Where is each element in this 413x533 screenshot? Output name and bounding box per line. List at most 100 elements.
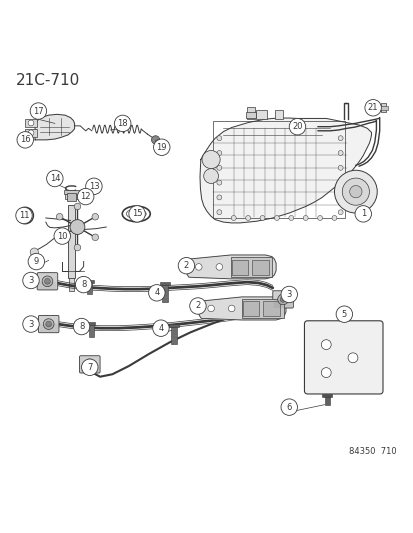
Circle shape xyxy=(30,103,47,119)
Circle shape xyxy=(203,168,218,183)
Circle shape xyxy=(23,272,39,289)
Text: 7: 7 xyxy=(87,363,92,372)
FancyBboxPatch shape xyxy=(162,285,168,302)
Text: 6: 6 xyxy=(286,402,291,411)
FancyBboxPatch shape xyxy=(321,393,332,397)
Circle shape xyxy=(28,253,45,270)
Circle shape xyxy=(85,178,102,195)
Circle shape xyxy=(92,234,98,240)
Circle shape xyxy=(17,132,33,148)
Circle shape xyxy=(337,136,342,141)
Circle shape xyxy=(320,368,330,377)
FancyBboxPatch shape xyxy=(25,129,37,136)
FancyBboxPatch shape xyxy=(230,257,271,277)
Circle shape xyxy=(331,215,336,221)
Text: 21C-710: 21C-710 xyxy=(16,73,80,88)
Polygon shape xyxy=(185,255,275,279)
Circle shape xyxy=(259,264,265,270)
Polygon shape xyxy=(199,118,370,223)
Circle shape xyxy=(364,100,380,116)
FancyBboxPatch shape xyxy=(274,110,282,119)
Circle shape xyxy=(337,180,342,185)
Circle shape xyxy=(216,210,221,215)
FancyBboxPatch shape xyxy=(245,112,256,118)
Circle shape xyxy=(277,294,288,305)
Circle shape xyxy=(231,215,236,221)
FancyBboxPatch shape xyxy=(272,291,293,308)
Text: 10: 10 xyxy=(57,231,67,240)
Text: 3: 3 xyxy=(286,290,291,299)
Circle shape xyxy=(16,207,32,224)
Text: 9: 9 xyxy=(33,257,39,266)
FancyBboxPatch shape xyxy=(160,282,170,285)
Circle shape xyxy=(335,306,352,322)
Circle shape xyxy=(28,120,34,126)
Circle shape xyxy=(274,215,279,221)
Circle shape xyxy=(73,318,90,335)
Text: 2: 2 xyxy=(195,302,200,311)
Circle shape xyxy=(92,213,98,220)
Circle shape xyxy=(337,150,342,156)
Circle shape xyxy=(43,319,54,329)
Circle shape xyxy=(56,213,63,220)
FancyBboxPatch shape xyxy=(241,298,283,318)
Circle shape xyxy=(216,180,221,185)
FancyBboxPatch shape xyxy=(68,205,75,278)
Circle shape xyxy=(280,286,297,303)
Text: 13: 13 xyxy=(88,182,99,191)
Circle shape xyxy=(302,215,307,221)
FancyBboxPatch shape xyxy=(231,260,247,274)
Circle shape xyxy=(216,150,221,156)
Circle shape xyxy=(87,361,93,367)
Circle shape xyxy=(347,353,357,363)
Text: 19: 19 xyxy=(156,143,166,152)
Circle shape xyxy=(74,244,81,251)
Circle shape xyxy=(54,228,70,244)
Circle shape xyxy=(47,170,63,187)
Text: 4: 4 xyxy=(154,288,159,297)
Text: 16: 16 xyxy=(20,135,31,144)
Text: 8: 8 xyxy=(81,280,86,289)
FancyBboxPatch shape xyxy=(87,322,95,325)
FancyBboxPatch shape xyxy=(25,119,37,127)
Circle shape xyxy=(153,139,170,156)
FancyBboxPatch shape xyxy=(79,356,100,373)
Circle shape xyxy=(45,278,50,284)
FancyBboxPatch shape xyxy=(69,278,74,291)
Polygon shape xyxy=(35,115,74,140)
FancyBboxPatch shape xyxy=(304,321,382,394)
Text: 15: 15 xyxy=(131,209,142,219)
Circle shape xyxy=(77,188,94,205)
FancyBboxPatch shape xyxy=(67,193,76,201)
FancyBboxPatch shape xyxy=(38,316,59,333)
Circle shape xyxy=(56,234,63,240)
Circle shape xyxy=(320,340,330,350)
Text: 18: 18 xyxy=(117,119,128,128)
Circle shape xyxy=(189,298,206,314)
Circle shape xyxy=(216,195,221,200)
Circle shape xyxy=(155,140,160,145)
Circle shape xyxy=(84,359,95,370)
Circle shape xyxy=(42,276,53,287)
Text: 14: 14 xyxy=(50,174,60,183)
Circle shape xyxy=(280,296,285,302)
Circle shape xyxy=(75,277,92,293)
Circle shape xyxy=(178,257,194,274)
FancyBboxPatch shape xyxy=(242,301,259,316)
FancyBboxPatch shape xyxy=(87,282,92,294)
Circle shape xyxy=(46,321,52,327)
Circle shape xyxy=(337,165,342,170)
Circle shape xyxy=(216,264,222,270)
FancyBboxPatch shape xyxy=(65,194,78,199)
Text: 11: 11 xyxy=(19,211,29,220)
FancyBboxPatch shape xyxy=(256,110,266,119)
Circle shape xyxy=(259,215,264,221)
FancyBboxPatch shape xyxy=(380,103,385,112)
FancyBboxPatch shape xyxy=(37,273,57,290)
Text: 84350  710: 84350 710 xyxy=(348,448,395,456)
Circle shape xyxy=(81,359,98,375)
Text: 4: 4 xyxy=(158,324,163,333)
Polygon shape xyxy=(197,297,285,320)
Circle shape xyxy=(195,264,202,270)
FancyBboxPatch shape xyxy=(379,106,387,110)
